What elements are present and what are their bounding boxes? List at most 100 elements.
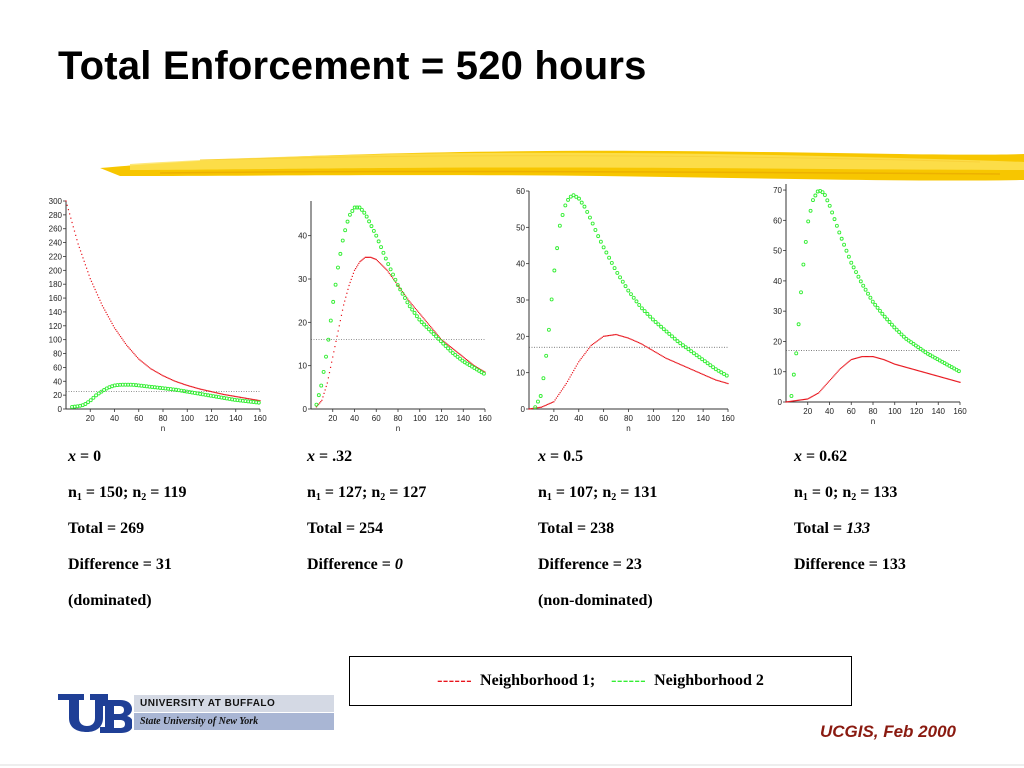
data-point	[561, 388, 564, 390]
data-point	[616, 334, 618, 336]
data-point	[896, 364, 898, 366]
data-point	[174, 380, 176, 382]
data-point	[184, 383, 186, 386]
data-point	[319, 383, 324, 388]
data-point	[249, 398, 251, 400]
data-point	[210, 391, 213, 393]
data-point	[118, 334, 120, 336]
data-point	[152, 369, 154, 371]
data-point	[333, 282, 338, 287]
data-point	[816, 392, 819, 395]
data-point	[468, 360, 470, 362]
data-point	[869, 355, 871, 358]
y-tick-label: 20	[516, 332, 525, 341]
y-tick-label: 50	[773, 247, 782, 256]
data-point	[687, 367, 689, 369]
footer-credit: UCGIS, Feb 2000	[819, 722, 956, 741]
series-neighborhood-2	[314, 205, 486, 407]
plot-svg: 0 10 20 30 40 50 60 70 20 40 60 80 100 120 140 160 n	[773, 184, 967, 426]
data-point	[935, 375, 937, 377]
data-point	[202, 389, 204, 391]
data-point	[912, 368, 914, 370]
data-point	[837, 230, 842, 235]
series-neighborhood-1	[528, 333, 729, 410]
data-point	[246, 397, 248, 399]
data-point	[880, 311, 885, 316]
x-value-line: x = .32	[307, 448, 353, 465]
data-point	[371, 257, 373, 259]
data-point	[581, 356, 584, 358]
data-point	[564, 384, 566, 386]
note-line: (non-dominated)	[538, 592, 653, 609]
data-point	[412, 305, 414, 307]
data-point	[226, 394, 228, 396]
ub-logo-icon	[58, 694, 132, 733]
data-point	[639, 342, 641, 344]
data-point	[675, 339, 680, 344]
data-point	[706, 375, 708, 377]
data-point	[924, 372, 926, 374]
data-point	[549, 402, 551, 404]
series-neighborhood-2	[789, 188, 961, 398]
data-point	[617, 334, 620, 336]
data-point	[549, 297, 554, 302]
data-point	[840, 367, 843, 369]
data-point	[399, 287, 401, 290]
data-point	[697, 355, 702, 360]
data-point	[333, 351, 335, 353]
data-point	[538, 406, 540, 409]
data-point	[878, 308, 882, 313]
data-point	[242, 397, 244, 399]
data-point	[668, 359, 671, 361]
data-point	[839, 236, 844, 241]
data-point	[388, 272, 390, 274]
data-point	[702, 359, 707, 364]
data-point	[812, 395, 814, 397]
data-point	[198, 388, 200, 390]
data-point	[637, 303, 642, 307]
data-point	[850, 359, 852, 361]
data-point	[610, 334, 612, 336]
data-point	[795, 400, 797, 402]
data-point	[541, 376, 546, 381]
data-point	[648, 314, 653, 319]
data-point	[175, 381, 177, 383]
data-point	[882, 358, 884, 360]
data-point	[623, 284, 628, 289]
series-neighborhood-1	[65, 200, 261, 402]
data-point	[653, 319, 658, 324]
data-point	[447, 344, 449, 346]
data-point	[183, 383, 185, 385]
data-point	[841, 366, 844, 368]
data-point	[383, 256, 388, 261]
data-point	[885, 359, 887, 362]
data-point	[229, 394, 231, 397]
data-point	[585, 209, 590, 214]
data-point	[414, 307, 416, 310]
y-tick-label: 0	[521, 405, 526, 414]
data-point	[204, 389, 207, 391]
x-tick-label: 40	[350, 414, 359, 423]
data-point	[619, 335, 621, 337]
data-point	[112, 325, 114, 327]
data-point	[230, 395, 232, 397]
data-point	[388, 267, 393, 272]
data-point	[322, 396, 324, 398]
data-point	[231, 395, 233, 397]
total-line: Total = 133	[794, 520, 871, 537]
legend-box: ------ Neighborhood 1; ------ Neighborho…	[349, 656, 852, 706]
data-point	[395, 281, 397, 284]
data-point	[149, 367, 151, 369]
data-point	[618, 275, 622, 280]
data-point	[153, 370, 156, 372]
legend-swatch-neighborhood-2: ------	[611, 672, 647, 689]
data-point	[227, 394, 230, 396]
data-point	[381, 264, 383, 266]
data-point	[403, 296, 407, 300]
data-point	[844, 248, 849, 253]
data-point	[920, 370, 922, 373]
data-point	[870, 299, 875, 304]
data-point	[354, 268, 357, 270]
data-point	[822, 387, 824, 389]
data-point	[906, 366, 908, 369]
